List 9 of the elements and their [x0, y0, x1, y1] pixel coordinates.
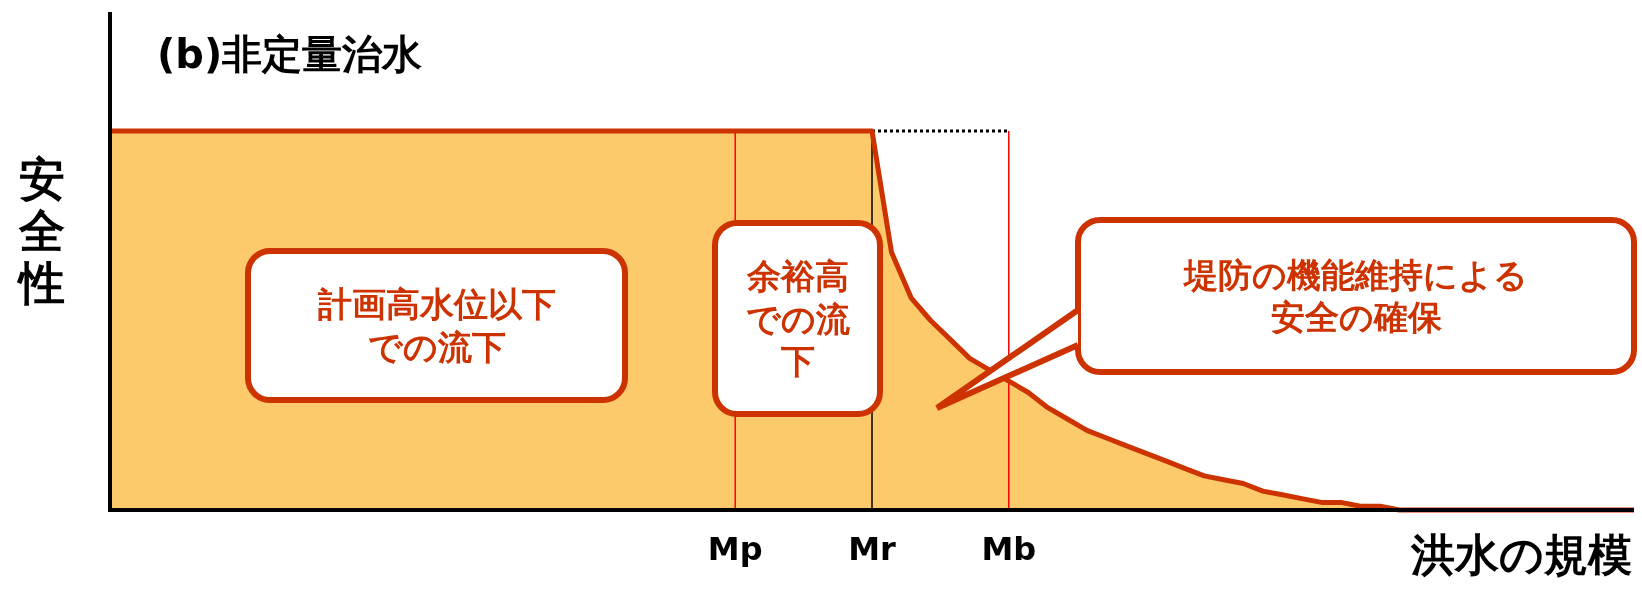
chart-title: (b)非定量治水 — [157, 31, 423, 77]
x-axis-title: 洪水の規模 — [1410, 529, 1632, 580]
y-axis-title: 安全性 — [16, 152, 65, 310]
annotation: 計画高水位以下での流下 — [316, 284, 556, 367]
x-tick-label: Mp — [707, 530, 763, 568]
annotation: 余裕高での流下 — [745, 256, 851, 382]
annotation: 堤防の機能維持による安全の確保 — [1182, 254, 1528, 338]
x-tick-label: Mr — [848, 530, 897, 568]
x-tick-label: Mb — [981, 530, 1037, 568]
